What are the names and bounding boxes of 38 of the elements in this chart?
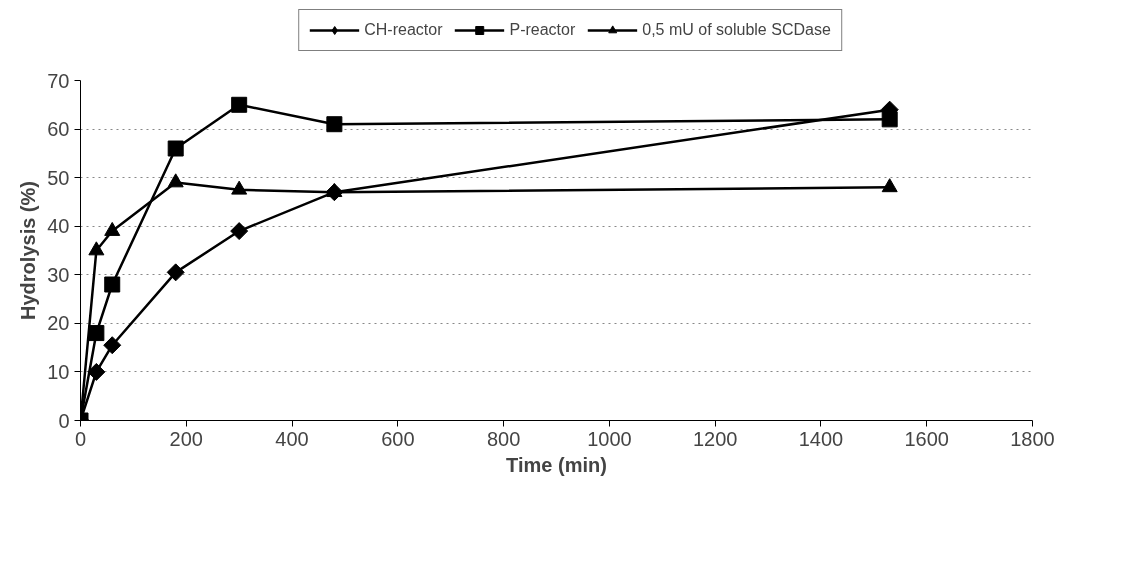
x-tick-label: 400: [275, 427, 309, 450]
point: [88, 325, 105, 342]
x-axis-title: Time (min): [506, 453, 607, 476]
x-tick-label: 1000: [587, 427, 632, 450]
point: [326, 116, 343, 133]
x-tick-label: 800: [486, 427, 521, 450]
y-axis-title: Hydrolysis (%): [17, 181, 40, 320]
point: [88, 241, 105, 256]
y-tick-label: 50: [47, 166, 70, 189]
legend-label: CH-reactor: [364, 21, 443, 39]
point: [231, 96, 248, 113]
y-tick-label: 70: [47, 69, 70, 92]
x-tick-label: 600: [381, 427, 415, 450]
y-tick-label: 0: [58, 409, 70, 432]
y-tick-label: 60: [47, 118, 70, 141]
point: [231, 180, 248, 195]
x-tick-label: 1800: [1010, 427, 1055, 450]
point: [103, 336, 122, 355]
point: [166, 263, 185, 282]
point: [881, 178, 898, 193]
x-tick-label: 1600: [904, 427, 949, 450]
x-tick-label: 1200: [692, 427, 738, 450]
x-tick-label: 1400: [798, 427, 844, 450]
y-tick-label: 40: [47, 215, 70, 238]
point: [881, 111, 898, 128]
y-tick-label: 30: [47, 263, 70, 286]
point: [167, 173, 184, 188]
point: [230, 222, 249, 241]
point: [167, 140, 184, 157]
point: [104, 276, 121, 293]
x-tick-label: 0: [74, 427, 87, 450]
y-tick-label: 10: [47, 360, 70, 383]
point: [326, 183, 343, 198]
legend-label: P-reactor: [509, 21, 576, 39]
x-tick-label: 200: [169, 427, 203, 450]
y-tick-label: 20: [47, 312, 70, 335]
legend-label: 0,5 mU of soluble SCDase: [642, 21, 831, 39]
point: [87, 362, 106, 381]
